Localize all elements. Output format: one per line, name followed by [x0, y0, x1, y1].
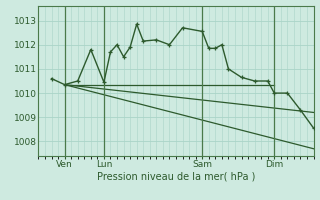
X-axis label: Pression niveau de la mer( hPa ): Pression niveau de la mer( hPa ): [97, 172, 255, 182]
